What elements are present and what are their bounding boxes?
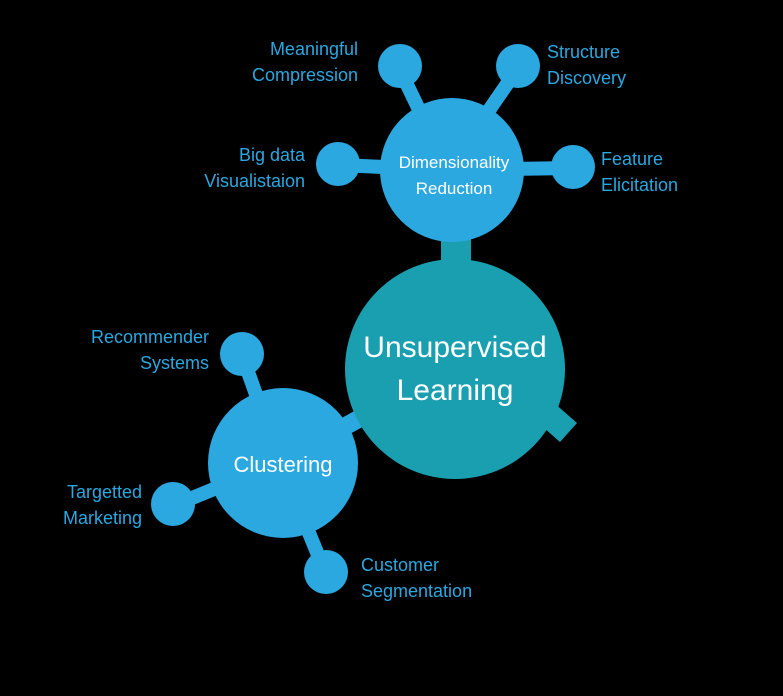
node-recommender: [220, 332, 264, 376]
label-meaningful-compression: Meaningful Compression: [218, 36, 358, 88]
node-bigdata: [316, 142, 360, 186]
clustering-label: Clustering: [233, 452, 332, 477]
label-line: Targetted: [66, 482, 142, 502]
node-feature: [551, 145, 595, 189]
label-line: Feature: [601, 149, 664, 169]
label-line: Marketing: [62, 508, 142, 528]
label-line: Visualistaion: [204, 171, 305, 191]
label-line: Compression: [251, 65, 358, 85]
label-line: Segmentation: [361, 581, 473, 601]
node-customer: [304, 550, 348, 594]
clustering-node: [208, 388, 358, 538]
label-targetted-marketing: Targetted Marketing: [22, 479, 142, 531]
dimensionality-node: [380, 98, 524, 242]
center-title-line2: Learning: [397, 374, 514, 407]
label-line: Systems: [139, 353, 209, 373]
label-recommender-systems: Recommender Systems: [49, 324, 209, 376]
label-big-data: Big data Visualistaion: [165, 142, 305, 194]
label-line: Big data: [238, 145, 305, 165]
label-line: Structure: [547, 42, 621, 62]
dimensionality-line2: Reduction: [416, 179, 493, 198]
label-line: Customer: [361, 555, 440, 575]
node-targetted: [151, 482, 195, 526]
center-node: [345, 259, 565, 479]
label-customer-segmentation: Customer Segmentation: [361, 552, 521, 604]
leaf-nodes: [151, 44, 595, 594]
center-title-line1: Unsupervised: [363, 331, 546, 364]
label-line: Elicitation: [601, 175, 679, 195]
node-meaningful: [378, 44, 422, 88]
label-line: Meaningful: [269, 39, 358, 59]
label-line: Recommender: [90, 327, 209, 347]
label-structure-discovery: Structure Discovery: [547, 39, 687, 91]
dimensionality-line1: Dimensionality: [399, 153, 510, 172]
label-feature-elicitation: Feature Elicitation: [601, 146, 741, 198]
node-structure: [496, 44, 540, 88]
label-line: Discovery: [547, 68, 627, 88]
